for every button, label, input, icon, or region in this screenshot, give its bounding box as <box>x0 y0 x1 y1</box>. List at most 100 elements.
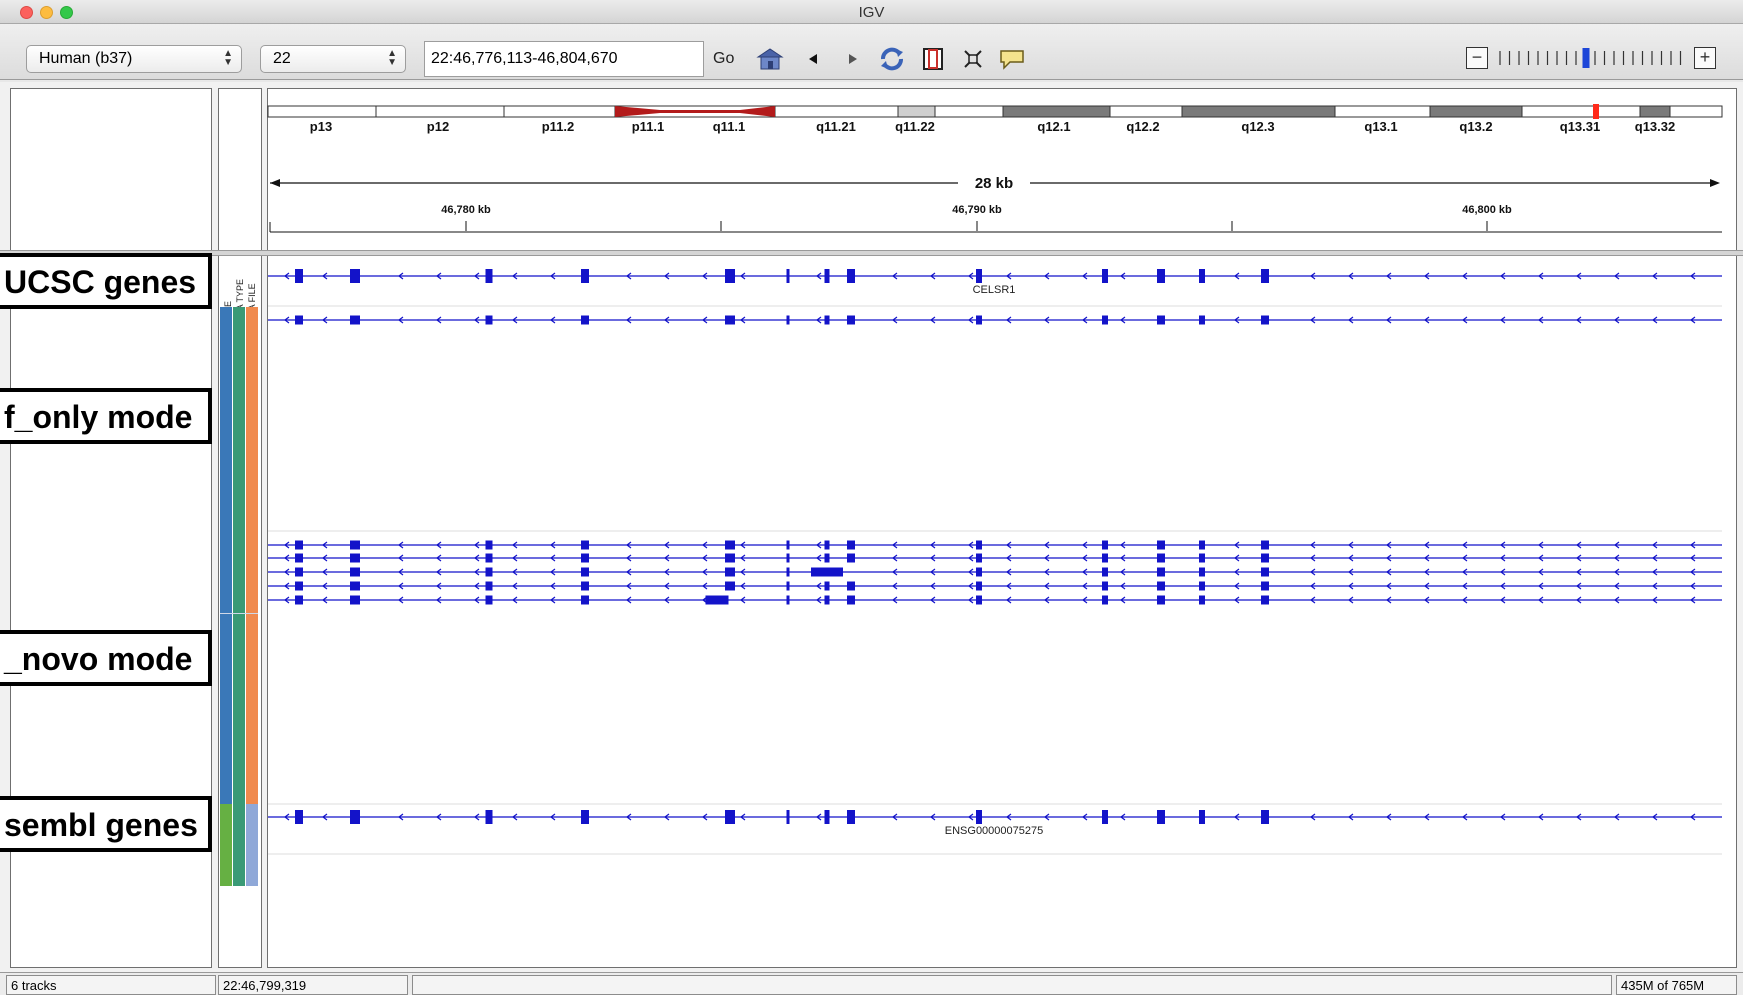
strand-arrow <box>664 813 670 821</box>
close-window-button[interactable] <box>20 6 33 19</box>
attr-name-cell[interactable] <box>220 804 232 886</box>
strand-arrow <box>1690 272 1696 280</box>
zoom-in-button[interactable]: + <box>1694 47 1716 69</box>
strand-arrow <box>816 813 822 821</box>
exon <box>811 567 843 577</box>
zoom-out-button[interactable]: − <box>1466 47 1488 69</box>
locus-input[interactable]: 22:46,776,113-46,804,670 <box>424 41 704 77</box>
exon <box>976 269 982 283</box>
strand-arrow <box>1120 541 1126 549</box>
exon <box>581 269 589 283</box>
genome-select[interactable]: Human (b37) ▲ ▼ <box>26 45 242 73</box>
strand-arrow <box>892 582 898 590</box>
strand-arrow <box>930 541 936 549</box>
ideogram-band-label: p11.1 <box>632 119 665 134</box>
strand-arrow <box>1234 272 1240 280</box>
strand-arrow <box>550 316 556 324</box>
exon <box>1157 581 1165 591</box>
select-arrows-icon: ▲ ▼ <box>387 48 397 68</box>
forward-icon[interactable] <box>838 44 868 74</box>
exon <box>1157 553 1165 563</box>
exon <box>1199 567 1205 577</box>
strand-arrow <box>1576 568 1582 576</box>
strand-arrow <box>1386 813 1392 821</box>
strand-arrow <box>474 582 480 590</box>
ideogram-band-label: p11.2 <box>542 119 575 134</box>
attr-data-file-cell[interactable] <box>246 804 258 886</box>
track-label-ucsc-genes: UCSC genes <box>0 253 212 309</box>
maximize-window-button[interactable] <box>60 6 73 19</box>
chromosome-ideogram[interactable]: p13 p12 p11.2 p11.1 q11.1 q11.21 q11.22 q12.1 q1… <box>267 104 1723 134</box>
exon <box>976 540 982 550</box>
strand-arrow <box>1006 596 1012 604</box>
strand-arrow <box>664 596 670 604</box>
fit-to-window-icon[interactable] <box>958 44 988 74</box>
exon <box>976 315 982 325</box>
attr-data-type-cell[interactable] <box>233 307 245 886</box>
exon <box>1261 269 1269 283</box>
status-memory: 435M of 765M <box>1616 975 1737 995</box>
popup-info-icon[interactable] <box>997 44 1027 74</box>
exon <box>824 595 830 605</box>
exon <box>350 581 360 591</box>
strand-arrow <box>1310 582 1316 590</box>
strand-arrow <box>1348 316 1354 324</box>
strand-arrow <box>1044 813 1050 821</box>
strand-arrow <box>816 272 822 280</box>
strand-arrow <box>1462 813 1468 821</box>
exon <box>847 810 855 824</box>
chromosome-select[interactable]: 22 ▲ ▼ <box>260 45 406 73</box>
strand-arrow <box>1690 596 1696 604</box>
strand-arrow <box>892 541 898 549</box>
go-button[interactable]: Go <box>713 50 735 67</box>
attr-data-type-cell[interactable] <box>233 804 245 886</box>
exon <box>824 540 830 550</box>
zoom-slider[interactable] <box>1497 48 1687 68</box>
header-divider[interactable] <box>0 250 1743 256</box>
igv-data-canvas[interactable]: p13 p12 p11.2 p11.1 q11.1 q11.21 q11.22 q12.1 q1… <box>0 82 1743 972</box>
gene-tracks[interactable]: CELSR1 ENSG00000075275 <box>268 269 1722 855</box>
strand-arrow <box>550 813 556 821</box>
strand-arrow <box>512 582 518 590</box>
strand-arrow <box>1614 813 1620 821</box>
strand-arrow <box>1310 554 1316 562</box>
strand-arrow <box>1120 596 1126 604</box>
strand-arrow <box>1386 272 1392 280</box>
ideogram-band <box>1429 105 1523 118</box>
exon <box>1199 810 1205 824</box>
home-icon[interactable] <box>755 44 785 74</box>
exon <box>295 553 303 563</box>
exon <box>1102 315 1108 325</box>
exon <box>786 553 790 563</box>
ideogram-band <box>503 105 616 118</box>
strand-arrow <box>1462 541 1468 549</box>
attr-name-cell[interactable] <box>220 307 232 886</box>
refresh-icon[interactable] <box>877 44 907 74</box>
strand-arrow <box>1538 554 1544 562</box>
strand-arrow <box>398 272 404 280</box>
attr-data-file-cell[interactable] <box>246 307 258 886</box>
strand-arrow <box>1424 316 1430 324</box>
exon <box>581 540 589 550</box>
strand-arrow <box>512 316 518 324</box>
exon <box>295 581 303 591</box>
exon <box>725 810 735 824</box>
strand-arrow <box>512 596 518 604</box>
back-icon[interactable] <box>798 44 828 74</box>
exon <box>824 810 830 824</box>
region-of-interest-icon[interactable] <box>918 44 948 74</box>
strand-arrow <box>968 582 974 590</box>
strand-arrow <box>284 813 290 821</box>
strand-arrow <box>1348 554 1354 562</box>
strand-arrow <box>1500 582 1506 590</box>
strand-arrow <box>474 554 480 562</box>
strand-arrow <box>1690 316 1696 324</box>
minimize-window-button[interactable] <box>40 6 53 19</box>
select-arrows-icon: ▲ ▼ <box>223 48 233 68</box>
exon <box>1102 553 1108 563</box>
strand-arrow <box>1082 316 1088 324</box>
exon <box>1102 540 1108 550</box>
strand-arrow <box>398 568 404 576</box>
strand-arrow <box>1652 582 1658 590</box>
